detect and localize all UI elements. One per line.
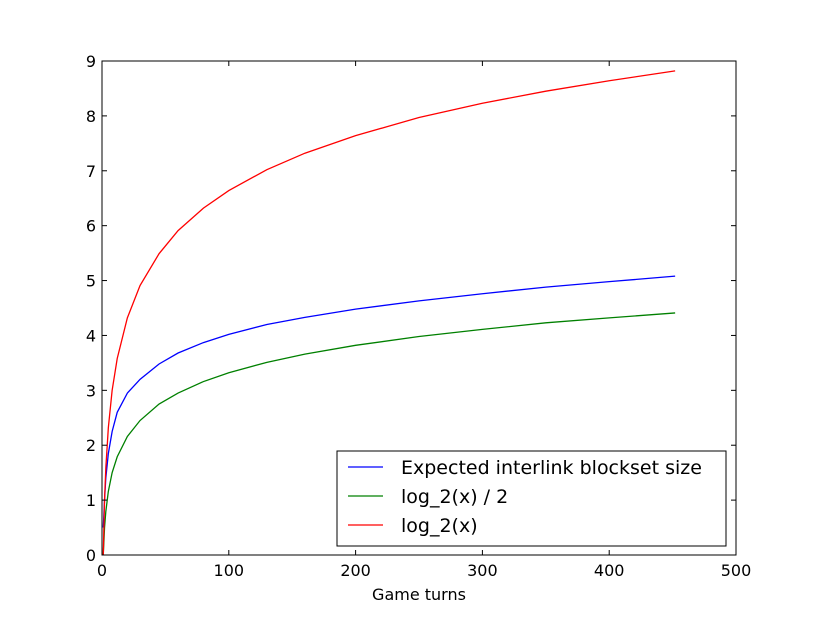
legend-label-2: log_2(x) / 2 xyxy=(401,486,508,508)
y-tick-label: 2 xyxy=(86,436,96,455)
x-tick-label: 0 xyxy=(97,561,107,580)
y-tick-label: 8 xyxy=(86,107,96,126)
y-tick-label: 0 xyxy=(86,546,96,565)
legend-items: Expected interlink blockset size log_2(x)… xyxy=(348,457,702,537)
y-tick-label: 6 xyxy=(86,217,96,236)
y-tick-label: 3 xyxy=(86,381,96,400)
y-tick-label: 7 xyxy=(86,162,96,181)
y-tick-label: 9 xyxy=(86,52,96,71)
y-tick-label: 5 xyxy=(86,272,96,291)
legend: Expected interlink blockset size log_2(x)… xyxy=(336,450,727,547)
series-line-3 xyxy=(102,70,676,556)
plot-area-frame xyxy=(101,60,737,556)
legend-label-1: Expected interlink blockset size xyxy=(401,457,702,479)
series-line-1 xyxy=(102,275,676,528)
x-axis-title: Game turns xyxy=(372,585,466,604)
legend-box xyxy=(336,450,727,547)
axis-ticks: 0 100 200 300 400 500 0 1 2 3 4 5 6 7 8 9 xyxy=(86,52,751,580)
x-tick-label: 200 xyxy=(340,561,371,580)
y-tick-label: 1 xyxy=(86,491,96,510)
x-tick-label: 500 xyxy=(721,561,752,580)
x-tick-label: 300 xyxy=(467,561,498,580)
y-tick-label: 4 xyxy=(86,326,96,345)
series-layer xyxy=(102,70,676,556)
x-tick-label: 400 xyxy=(594,561,625,580)
x-tick-label: 100 xyxy=(214,561,245,580)
series-line-2 xyxy=(102,312,676,556)
legend-label-3: log_2(x) xyxy=(401,515,478,537)
